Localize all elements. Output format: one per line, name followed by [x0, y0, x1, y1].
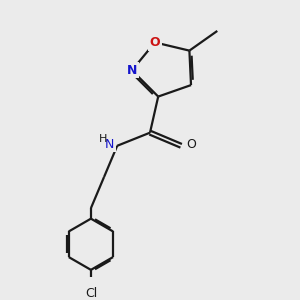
Text: O: O	[186, 138, 196, 151]
Text: N: N	[127, 64, 137, 77]
Text: N: N	[104, 138, 114, 151]
Text: O: O	[150, 36, 160, 49]
Text: Cl: Cl	[85, 287, 97, 300]
Text: H: H	[99, 134, 108, 144]
